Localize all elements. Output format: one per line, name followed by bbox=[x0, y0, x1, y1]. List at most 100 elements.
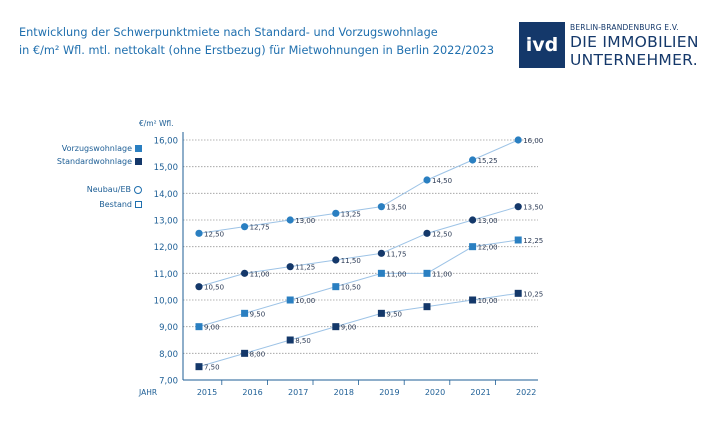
series-line bbox=[198, 206, 519, 288]
data-label: 16,00 bbox=[523, 137, 543, 145]
data-label: 12,00 bbox=[478, 244, 498, 252]
legend-item-vorzug: Vorzugswohnlage bbox=[62, 144, 142, 153]
x-tick-label: 2016 bbox=[242, 388, 262, 397]
data-point-square bbox=[195, 363, 203, 371]
data-point-circle bbox=[195, 283, 203, 291]
legend-label-standard: Standardwohnlage bbox=[56, 157, 132, 166]
y-tick-label: 13,00 bbox=[154, 217, 178, 227]
data-label: 7,50 bbox=[204, 364, 220, 372]
data-point-square bbox=[469, 243, 477, 251]
data-point-circle bbox=[195, 229, 203, 237]
x-tick-label: 2022 bbox=[516, 388, 536, 397]
data-point-square bbox=[286, 336, 294, 344]
data-point-circle bbox=[332, 256, 340, 264]
data-label: 11,50 bbox=[341, 257, 361, 265]
x-tick-label: 2018 bbox=[334, 388, 354, 397]
legend-label-vorzug: Vorzugswohnlage bbox=[61, 144, 132, 153]
data-point-square bbox=[377, 309, 385, 317]
data-point-circle bbox=[377, 249, 385, 257]
x-tick-label: 2020 bbox=[425, 388, 445, 397]
data-label: 10,50 bbox=[204, 284, 224, 292]
ivd-logo: ivd BERLIN-BRANDENBURG E.V. DIE IMMOBILI… bbox=[519, 22, 699, 72]
data-point-circle bbox=[332, 209, 340, 217]
circle-outline-icon bbox=[134, 185, 142, 194]
data-point-circle bbox=[377, 203, 385, 211]
data-point-square bbox=[514, 236, 522, 244]
filled-square-icon bbox=[135, 158, 142, 165]
data-label: 12,50 bbox=[432, 230, 452, 238]
series-line bbox=[198, 292, 519, 368]
data-point-square bbox=[514, 289, 522, 297]
data-label: 9,50 bbox=[250, 310, 266, 318]
data-label: 9,00 bbox=[341, 324, 357, 332]
data-label: 10,00 bbox=[295, 297, 315, 305]
data-label: 11,25 bbox=[295, 264, 315, 272]
data-point-circle bbox=[514, 136, 522, 144]
y-tick-label: 14,00 bbox=[154, 190, 178, 200]
data-point-circle bbox=[286, 216, 294, 224]
y-tick-label: 10,00 bbox=[154, 297, 178, 307]
data-point-square bbox=[469, 296, 477, 304]
data-label: 11,00 bbox=[386, 270, 406, 278]
legend-label-bestand: Bestand bbox=[99, 200, 132, 209]
series-line bbox=[198, 239, 519, 328]
data-label: 13,00 bbox=[295, 217, 315, 225]
data-label: 13,00 bbox=[478, 217, 498, 225]
y-axis-label: €/m² Wfl. bbox=[139, 119, 174, 128]
legend-item-neubau: Neubau/EB bbox=[87, 185, 142, 194]
data-label: 11,75 bbox=[386, 250, 406, 258]
data-label: 15,25 bbox=[478, 157, 498, 165]
data-point-square bbox=[195, 323, 203, 331]
logo-mark: ivd bbox=[519, 22, 565, 68]
data-point-square bbox=[423, 303, 431, 311]
x-tick-label: 2021 bbox=[470, 388, 490, 397]
series-line bbox=[198, 139, 519, 234]
data-label: 11,00 bbox=[432, 270, 452, 278]
chart-title: Entwicklung der Schwerpunktmiete nach St… bbox=[19, 24, 509, 60]
title-line-2: in €/m² Wfl. mtl. nettokalt (ohne Erstbe… bbox=[19, 44, 495, 57]
logo-subtitle: BERLIN-BRANDENBURG E.V. bbox=[570, 23, 679, 32]
data-point-square bbox=[332, 283, 340, 291]
data-point-square bbox=[241, 349, 249, 357]
data-label: 13,25 bbox=[341, 210, 361, 218]
data-point-circle bbox=[423, 229, 431, 237]
y-tick-label: 9,00 bbox=[159, 323, 178, 333]
data-point-circle bbox=[469, 216, 477, 224]
data-label: 10,00 bbox=[478, 297, 498, 305]
data-point-circle bbox=[286, 263, 294, 271]
x-tick-label: 2019 bbox=[379, 388, 399, 397]
data-label: 12,50 bbox=[204, 230, 224, 238]
y-tick-label: 8,00 bbox=[159, 350, 178, 360]
data-point-circle bbox=[469, 156, 477, 164]
square-outline-icon bbox=[135, 201, 142, 208]
y-tick-label: 15,00 bbox=[154, 163, 178, 173]
y-tick-label: 12,00 bbox=[154, 243, 178, 253]
title-line-1: Entwicklung der Schwerpunktmiete nach St… bbox=[19, 26, 438, 39]
data-label: 12,25 bbox=[523, 237, 543, 245]
filled-square-icon bbox=[135, 145, 142, 152]
logo-line-1: DIE IMMOBILIEN bbox=[570, 33, 699, 51]
data-point-square bbox=[241, 309, 249, 317]
data-point-circle bbox=[514, 203, 522, 211]
data-label: 9,50 bbox=[386, 310, 402, 318]
data-label: 14,50 bbox=[432, 177, 452, 185]
legend-item-bestand: Bestand bbox=[99, 200, 142, 209]
data-label: 13,50 bbox=[386, 204, 406, 212]
data-label: 10,25 bbox=[523, 290, 543, 298]
data-label: 10,50 bbox=[341, 284, 361, 292]
data-label: 8,50 bbox=[295, 337, 311, 345]
data-point-square bbox=[423, 269, 431, 277]
data-label: 13,50 bbox=[523, 204, 543, 212]
data-point-circle bbox=[241, 269, 249, 277]
data-point-square bbox=[286, 296, 294, 304]
y-tick-label: 11,00 bbox=[154, 270, 178, 280]
data-point-square bbox=[377, 269, 385, 277]
x-axis-label: JAHR bbox=[138, 388, 157, 397]
data-label: 11,00 bbox=[250, 270, 270, 278]
y-tick-label: 7,00 bbox=[159, 377, 178, 387]
data-point-circle bbox=[423, 176, 431, 184]
y-tick-label: 16,00 bbox=[154, 137, 178, 147]
x-tick-label: 2017 bbox=[288, 388, 308, 397]
data-label: 9,00 bbox=[204, 324, 220, 332]
